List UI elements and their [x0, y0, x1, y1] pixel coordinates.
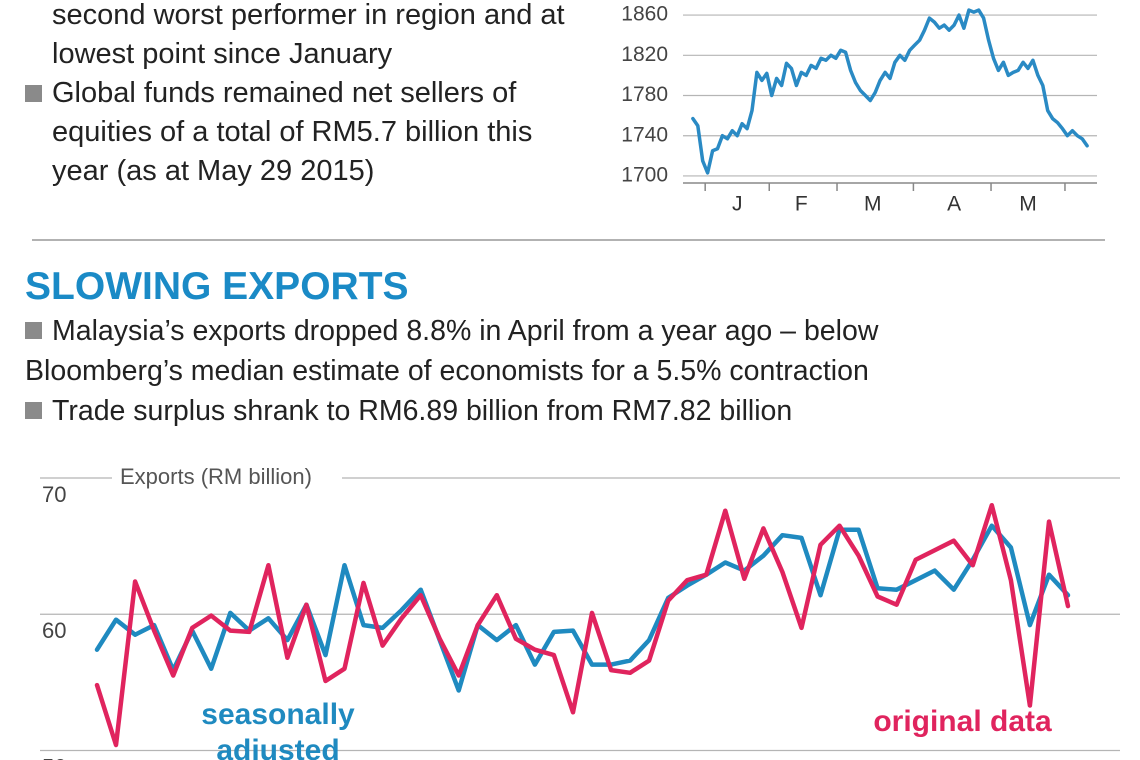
- y-tick-label: 1780: [621, 83, 668, 106]
- y-tick-label: 70: [42, 482, 66, 507]
- top-text: second worst performer in region and at …: [25, 0, 567, 191]
- x-tick-label: F: [795, 193, 808, 216]
- bullet: [25, 322, 42, 339]
- bullet-row: Malaysia’s exports dropped 8.8% in April…: [25, 311, 1010, 391]
- bullet: [25, 402, 42, 419]
- x-tick-label: M: [864, 193, 882, 216]
- y-tick-label: 60: [42, 618, 66, 643]
- series-label: original data: [873, 705, 1052, 738]
- top-fragment: second worst performer in region and at …: [52, 0, 565, 70]
- series-line: [691, 8, 1089, 175]
- top-bullet-row: Global funds remained net sellers of equ…: [25, 74, 567, 191]
- y-tick-label: 50: [42, 754, 66, 760]
- y-tick-label: 1740: [621, 123, 668, 146]
- bullets: Malaysia’s exports dropped 8.8% in April…: [25, 311, 1010, 431]
- label-backdrop: [112, 462, 342, 494]
- series-line: [94, 502, 1071, 748]
- x-tick-label: A: [947, 193, 961, 216]
- y-axis-label: Exports (RM billion): [120, 464, 312, 489]
- y-tick-label: 1700: [621, 164, 668, 187]
- bullet-text: Malaysia’s exports dropped 8.8% in April…: [25, 315, 879, 387]
- section-title: SLOWING EXPORTS: [25, 265, 409, 308]
- series-label: seasonally adjusted: [201, 698, 355, 760]
- top-bullet: Global funds remained net sellers of equ…: [52, 77, 533, 187]
- bullet-row: Trade surplus shrank to RM6.89 billion f…: [25, 391, 1010, 431]
- bullet: [25, 85, 42, 102]
- y-tick-label: 1860: [621, 3, 668, 26]
- y-tick-label: 1820: [621, 43, 668, 66]
- x-tick-label: J: [732, 193, 743, 216]
- x-tick-label: M: [1019, 193, 1037, 216]
- bullet-text: Trade surplus shrank to RM6.89 billion f…: [52, 395, 793, 427]
